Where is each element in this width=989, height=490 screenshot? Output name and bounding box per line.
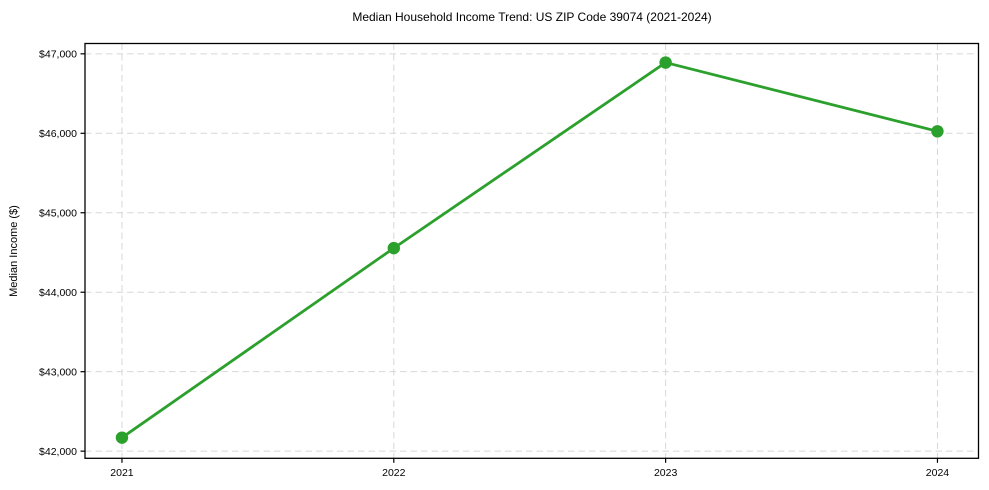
x-tick-label: 2024 xyxy=(926,467,950,479)
y-tick-label: $47,000 xyxy=(39,49,77,61)
grid-layer xyxy=(85,43,979,459)
chart-title: Median Household Income Trend: US ZIP Co… xyxy=(352,10,711,24)
y-tick-label: $43,000 xyxy=(39,366,77,378)
series-layer xyxy=(115,56,944,444)
data-point-2021 xyxy=(115,431,129,444)
data-point-2024 xyxy=(931,125,944,138)
y-tick-label: $42,000 xyxy=(39,446,77,458)
x-tick-label: 2022 xyxy=(382,467,406,479)
data-point-2023 xyxy=(659,56,672,69)
y-tick-label: $44,000 xyxy=(39,287,77,299)
y-tick-label: $45,000 xyxy=(39,207,77,219)
trend-line xyxy=(120,61,939,440)
x-tick-label: 2021 xyxy=(110,467,134,479)
data-point-2022 xyxy=(387,241,400,255)
y-tick-label: $46,000 xyxy=(39,128,77,140)
plot-border xyxy=(84,42,980,459)
y-axis-label: Median Income ($) xyxy=(8,205,20,297)
x-tick-label: 2023 xyxy=(654,467,678,479)
axis-layer: $42,000 $43,000 $44,000 $45,000 $46,000 $47,0… xyxy=(39,42,980,479)
